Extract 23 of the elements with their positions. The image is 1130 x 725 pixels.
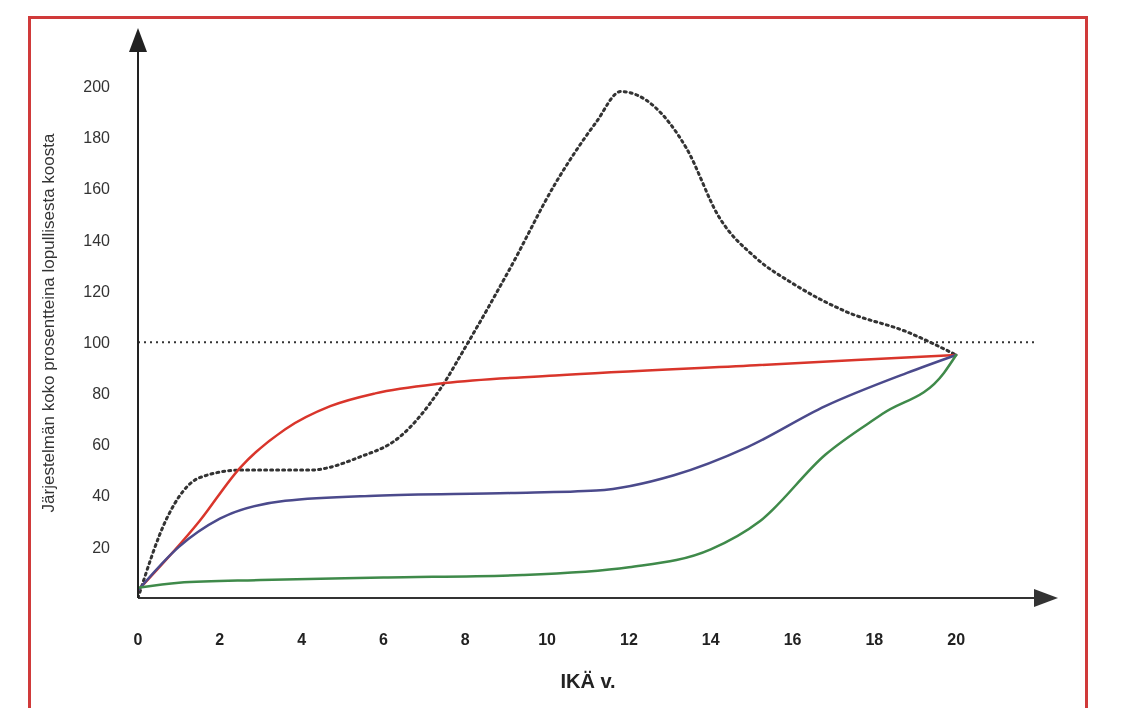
y-tick-label: 40 — [92, 487, 111, 505]
x-tick-label: 14 — [701, 631, 720, 649]
x-tick-label: 6 — [379, 631, 388, 649]
x-tick-label: 16 — [783, 631, 802, 649]
x-tick-label: 20 — [947, 631, 966, 649]
x-tick-label: 18 — [865, 631, 884, 649]
y-tick-label: 120 — [83, 282, 111, 300]
y-tick-label: 140 — [83, 231, 111, 249]
x-tick-label: 0 — [133, 631, 143, 649]
x-axis-title: IKÄ v. — [560, 670, 616, 692]
y-tick-label: 20 — [92, 538, 111, 556]
y-tick-label: 60 — [92, 436, 111, 454]
y-tick-label: 180 — [83, 129, 111, 147]
x-tick-label: 2 — [215, 631, 225, 649]
y-tick-label: 200 — [83, 78, 111, 96]
y-tick-label: 80 — [92, 385, 111, 403]
x-tick-label: 12 — [620, 631, 638, 649]
y-axis-title: Järjestelmän koko prosentteina lopullisesta koosta — [39, 132, 59, 513]
x-tick-label: 4 — [297, 631, 307, 649]
x-tick-label: 10 — [538, 631, 557, 649]
y-tick-label: 100 — [83, 333, 111, 351]
x-tick-label: 8 — [460, 631, 470, 649]
y-tick-label: 160 — [83, 180, 111, 198]
